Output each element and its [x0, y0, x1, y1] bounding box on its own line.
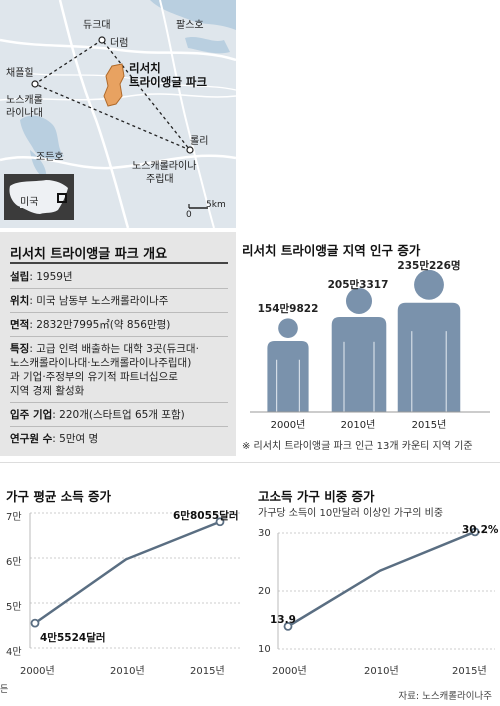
highincome-title: 고소득 가구 비중 증가 — [258, 489, 375, 504]
highincome-point — [283, 621, 293, 631]
population-chart — [250, 269, 490, 413]
income-ytick: 4만 — [6, 647, 22, 658]
income-xtick: 2015년 — [190, 666, 225, 677]
overview-key: 면적 — [10, 319, 30, 331]
highincome-xtick: 2000년 — [272, 666, 307, 677]
overview-value-line: 과 기업·주정부의 유기적 파트너십으로 — [10, 371, 178, 383]
overview-row-features: 특징: 고급 인력 배출하는 대학 3곳(듀크대· 노스캐롤라이나대·노스캐롤라… — [10, 342, 232, 398]
overview-key: 특징 — [10, 343, 30, 355]
partial-cutoff-text: 든 — [0, 685, 9, 695]
overview-value: : 2832만7995㎡(약 856만평) — [29, 319, 171, 331]
population-person-figure — [267, 318, 309, 412]
overview-row-location: 위치: 미국 남동부 노스캐롤라이나주 — [10, 294, 232, 308]
overview-value: : 220개(스타트업 65개 포함) — [52, 409, 185, 421]
map-label-ncsu-line2: 주립대 — [146, 174, 174, 185]
map-park-label-line2: 트라이앵글 파크 — [129, 75, 208, 89]
income-start-label: 4만5524달러 — [40, 632, 106, 644]
map-label-chapel-hill: 채플힐 — [6, 68, 34, 79]
population-year-2015: 2015년 — [411, 420, 447, 431]
section-divider — [0, 462, 500, 463]
person-body — [331, 316, 387, 412]
population-value-label-2000: 154만9822 — [257, 303, 319, 315]
overview-row-researchers: 연구원 수: 5만여 명 — [10, 432, 232, 446]
overview-rule — [10, 262, 228, 264]
map-label-unc-line2: 라이나대 — [6, 108, 43, 119]
map-label-duke: 듀크대 — [83, 20, 111, 31]
population-year-2000: 2000년 — [270, 420, 306, 431]
location-map: 듀크대 더럼 팔스호 채플힐 노스캐롤 라이나대 조든호 롤리 노스캐롤라이나 … — [0, 0, 236, 228]
population-person-figure — [397, 269, 461, 412]
highincome-chart — [277, 527, 495, 650]
person-head — [278, 318, 298, 339]
highincome-series-line — [287, 530, 476, 628]
map-park-label-line1: 리서치 — [129, 61, 161, 75]
overview-divider — [10, 312, 228, 313]
highincome-ytick: 20 — [258, 586, 271, 597]
overview-row-area: 면적: 2832만7995㎡(약 856만평) — [10, 318, 232, 332]
income-ytick: 6만 — [6, 557, 22, 568]
map-graphic — [0, 0, 236, 228]
overview-value: : 고급 인력 배출하는 대학 3곳(듀크대· — [29, 343, 199, 355]
income-point — [215, 517, 225, 527]
income-ytick: 7만 — [6, 512, 22, 523]
overview-divider — [10, 336, 228, 337]
population-person-figure — [331, 287, 387, 412]
overview-row-founded: 설립: 1959년 — [10, 270, 232, 284]
income-title: 가구 평균 소득 증가 — [6, 489, 112, 504]
map-label-raleigh: 롤리 — [190, 136, 209, 147]
population-year-2010: 2010년 — [340, 420, 376, 431]
highincome-xtick: 2010년 — [364, 666, 399, 677]
income-end-label: 6만8055달러 — [173, 510, 239, 522]
highincome-xtick: 2015년 — [452, 666, 487, 677]
overview-divider — [10, 288, 228, 289]
income-point — [30, 618, 40, 628]
income-ytick: 5만 — [6, 602, 22, 613]
map-scale-zero: 0 — [186, 210, 192, 220]
source-note: 자료: 노스캐롤라이나주 — [398, 691, 492, 702]
population-value-label-2015: 235만226명 — [397, 260, 461, 272]
population-note: ※ 리서치 트라이앵글 파크 인근 13개 카운티 지역 기준 — [242, 441, 473, 452]
overview-value: : 5만여 명 — [52, 433, 99, 445]
overview-key: 설립 — [10, 271, 30, 283]
overview-value-line: 지역 경제 활성화 — [10, 385, 85, 397]
map-scale-km: 5km — [206, 200, 226, 210]
person-body — [267, 341, 309, 412]
overview-divider — [10, 402, 228, 403]
population-title: 리서치 트라이앵글 지역 인구 증가 — [242, 243, 421, 258]
population-value-label-2010: 205만3317 — [327, 279, 389, 291]
highincome-ytick: 10 — [258, 644, 271, 655]
highincome-point — [470, 527, 480, 537]
highincome-subtitle: 가구당 소득이 10만달러 이상인 가구의 비중 — [258, 508, 444, 519]
person-head — [414, 269, 444, 300]
map-inset-label: 미국 — [20, 193, 39, 208]
overview-value: : 미국 남동부 노스캐롤라이나주 — [29, 295, 169, 307]
map-label-ncsu-line1: 노스캐롤라이나 — [132, 161, 197, 172]
overview-panel — [0, 232, 236, 456]
highincome-end-label: 30.2% — [462, 524, 499, 536]
overview-row-companies: 입주 기업: 220개(스타트업 65개 포함) — [10, 408, 232, 422]
overview-key: 위치 — [10, 295, 30, 307]
highincome-ytick: 30 — [258, 528, 271, 539]
overview-value-line: 노스캐롤라이나대·노스캐롤라이나주립대) — [10, 357, 192, 369]
overview-value: : 1959년 — [29, 271, 73, 283]
map-label-durham: 더럼 — [110, 38, 129, 49]
map-label-unc-line1: 노스캐롤 — [6, 95, 43, 106]
overview-key: 연구원 수 — [10, 433, 53, 445]
person-head — [345, 287, 373, 314]
overview-key: 입주 기업 — [10, 409, 53, 421]
map-label-jordan: 조든호 — [36, 152, 64, 163]
overview-divider — [10, 426, 228, 427]
income-series-line — [34, 520, 221, 625]
map-label-falls: 팔스호 — [176, 20, 204, 31]
highincome-start-label: 13.9 — [270, 614, 296, 626]
income-chart — [29, 512, 240, 649]
person-body — [397, 302, 461, 412]
overview-title: 리서치 트라이앵글 파크 개요 — [10, 247, 168, 262]
income-xtick: 2010년 — [110, 666, 145, 677]
income-xtick: 2000년 — [20, 666, 55, 677]
